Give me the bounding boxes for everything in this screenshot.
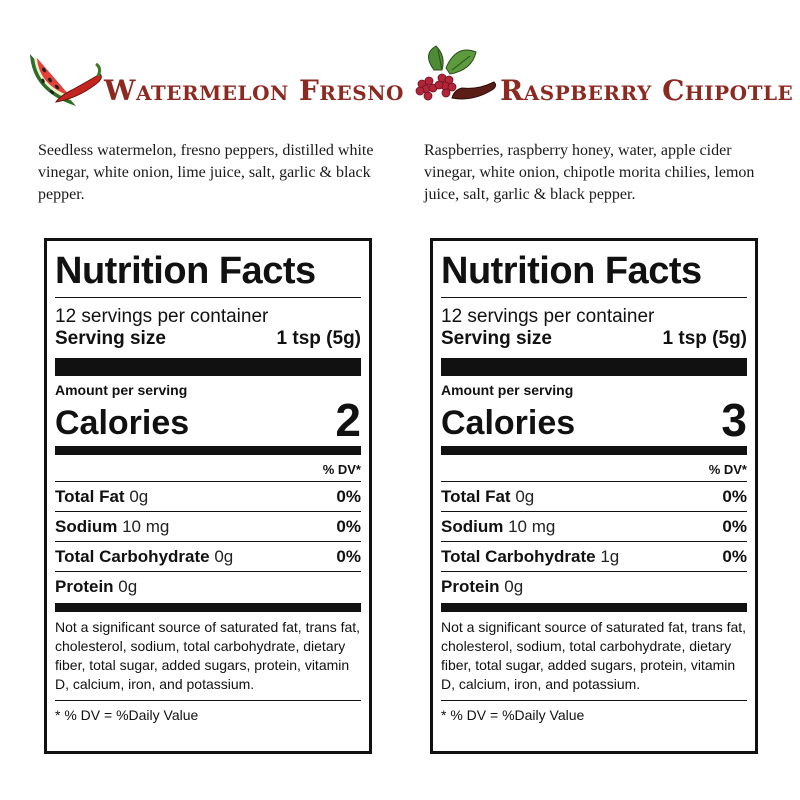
ingredients-text: Raspberries, raspberry honey, water, app…: [424, 142, 755, 203]
daily-value-header: % DV*: [708, 462, 747, 477]
medium-divider: [441, 446, 747, 455]
serving-size-row: Serving size 1 tsp (5g): [441, 328, 747, 350]
product-header: Watermelon Fresno: [26, 40, 406, 115]
serving-size-label: Serving size: [55, 328, 166, 349]
amount-per-serving: Amount per serving: [441, 382, 574, 398]
servings-per-container: 12 servings per container: [441, 306, 655, 327]
calories-row: Calories 3: [441, 394, 747, 446]
raspberry-chipotle-icon: [415, 45, 497, 101]
product-title: Watermelon Fresno: [104, 74, 404, 107]
carbohydrate-amount: 1g: [600, 547, 620, 566]
carbohydrate-amount: 0g: [214, 547, 234, 566]
carbohydrate-row: Total Carbohydrate 0g 0%: [55, 541, 361, 571]
carbohydrate-label: Total Carbohydrate: [441, 547, 596, 566]
daily-value-footnote: * % DV = %Daily Value: [55, 700, 361, 724]
sodium-row: Sodium 10 mg 0%: [441, 511, 747, 541]
nutrition-facts-label: Nutrition Facts 12 servings per containe…: [44, 238, 372, 754]
thick-divider: [55, 358, 361, 376]
serving-size-row: Serving size 1 tsp (5g): [55, 328, 361, 350]
calories-value: 3: [721, 394, 747, 446]
sodium-label: Sodium: [55, 517, 118, 536]
sodium-label: Sodium: [441, 517, 504, 536]
nutrition-facts-label: Nutrition Facts 12 servings per containe…: [430, 238, 758, 754]
thick-divider: [441, 358, 747, 376]
not-significant-note: Not a significant source of saturated fa…: [441, 619, 747, 692]
sodium-dv: 0%: [336, 517, 361, 536]
sodium-amount: 10 mg: [122, 517, 170, 536]
product-title: Raspberry Chipotle: [500, 74, 794, 107]
protein-row: Protein 0g: [441, 571, 747, 601]
protein-amount: 0g: [118, 577, 138, 596]
total-fat-amount: 0g: [129, 487, 149, 506]
carbohydrate-dv: 0%: [336, 547, 361, 566]
protein-row: Protein 0g: [55, 571, 361, 601]
not-significant-note: Not a significant source of saturated fa…: [55, 619, 361, 692]
product-watermelon-fresno: Watermelon Fresno Seedless watermelon, f…: [30, 0, 418, 800]
total-fat-amount: 0g: [515, 487, 535, 506]
servings-per-container: 12 servings per container: [55, 306, 269, 327]
divider: [55, 297, 361, 298]
daily-value-header: % DV*: [322, 462, 361, 477]
sodium-row: Sodium 10 mg 0%: [55, 511, 361, 541]
divider: [441, 297, 747, 298]
carbohydrate-row: Total Carbohydrate 1g 0%: [441, 541, 747, 571]
serving-size-label: Serving size: [441, 328, 552, 349]
calories-label: Calories: [441, 404, 576, 442]
protein-amount: 0g: [504, 577, 524, 596]
protein-label: Protein: [55, 577, 114, 596]
total-fat-row: Total Fat 0g 0%: [441, 481, 747, 511]
protein-label: Protein: [441, 577, 500, 596]
carbohydrate-dv: 0%: [722, 547, 747, 566]
serving-size-value: 1 tsp (5g): [662, 328, 747, 349]
carbohydrate-label: Total Carbohydrate: [55, 547, 210, 566]
sodium-dv: 0%: [722, 517, 747, 536]
calories-row: Calories 2: [55, 394, 361, 446]
total-fat-row: Total Fat 0g 0%: [55, 481, 361, 511]
total-fat-dv: 0%: [722, 487, 747, 506]
total-fat-label: Total Fat: [55, 487, 125, 506]
total-fat-dv: 0%: [336, 487, 361, 506]
sodium-amount: 10 mg: [508, 517, 556, 536]
daily-value-footnote: * % DV = %Daily Value: [441, 700, 747, 724]
total-fat-label: Total Fat: [441, 487, 511, 506]
product-header: Raspberry Chipotle: [412, 40, 794, 115]
calories-label: Calories: [55, 404, 190, 442]
bottom-divider: [55, 603, 361, 612]
watermelon-pepper-icon: [30, 54, 102, 106]
nutrition-facts-heading: Nutrition Facts: [55, 250, 316, 292]
calories-value: 2: [335, 394, 361, 446]
medium-divider: [55, 446, 361, 455]
serving-size-value: 1 tsp (5g): [276, 328, 361, 349]
product-raspberry-chipotle: Raspberry Chipotle Raspberries, raspberr…: [415, 0, 800, 800]
amount-per-serving: Amount per serving: [55, 382, 188, 398]
nutrition-facts-heading: Nutrition Facts: [441, 250, 702, 292]
ingredients-text: Seedless watermelon, fresno peppers, dis…: [38, 142, 374, 203]
bottom-divider: [441, 603, 747, 612]
